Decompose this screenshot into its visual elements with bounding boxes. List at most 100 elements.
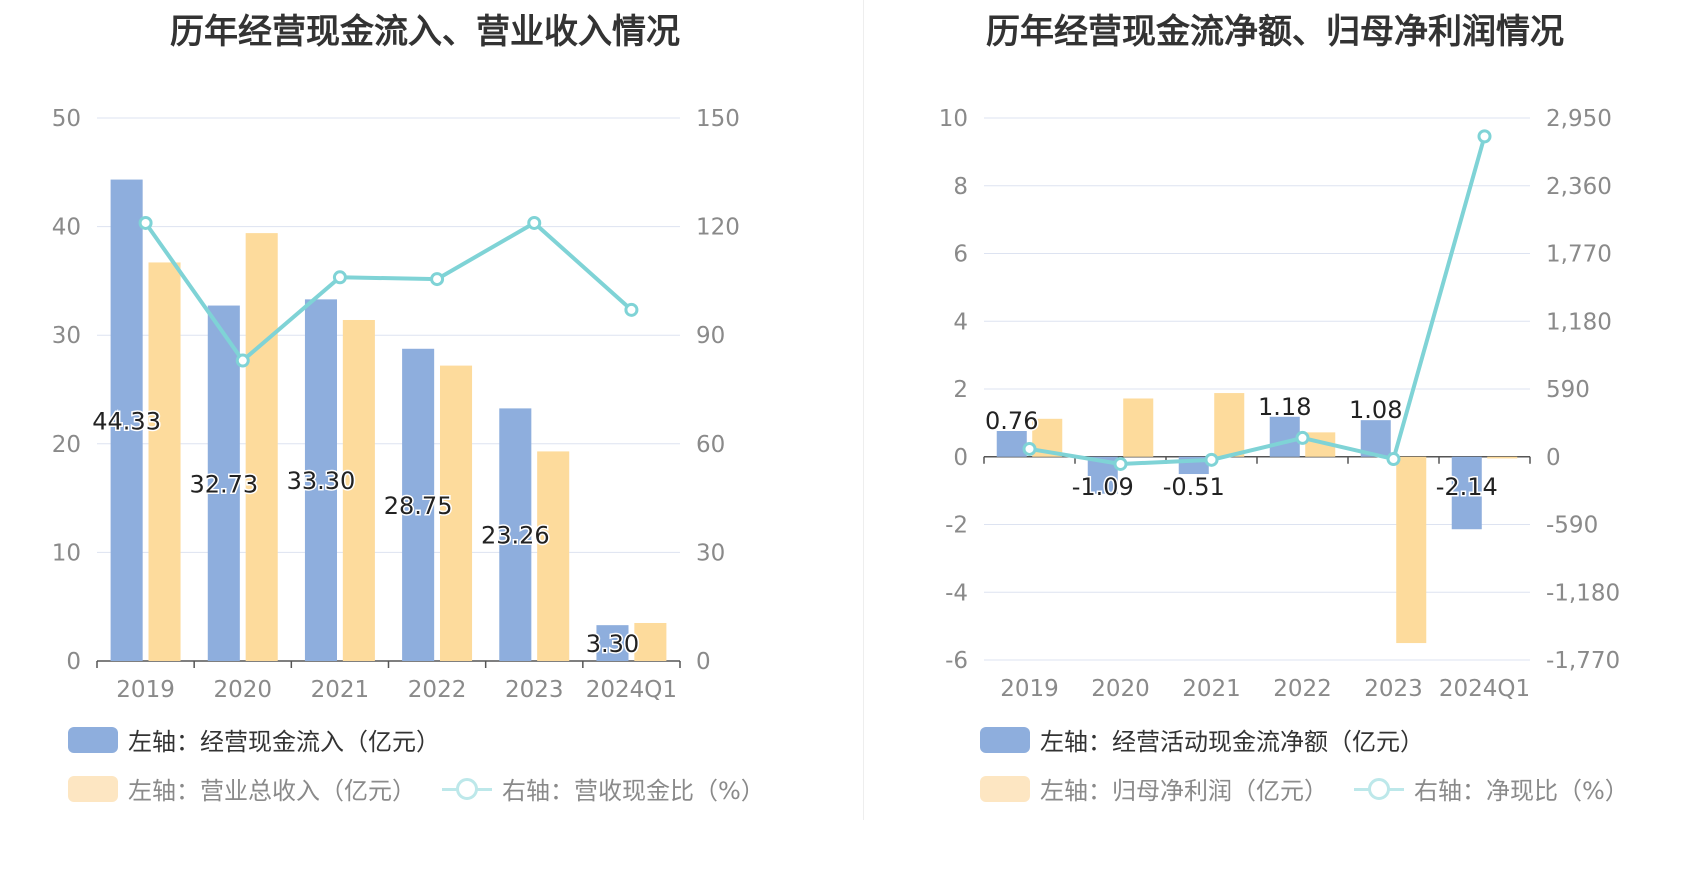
- bar-value-label: 33.30: [287, 467, 356, 495]
- legend-line-marker-icon: [1354, 776, 1404, 802]
- bar-orange: [439, 365, 473, 661]
- legend-swatch-blue: [980, 726, 1030, 753]
- legend-item-cash-inflow[interactable]: 左轴：经营现金流入（亿元）: [68, 722, 440, 757]
- legend-line-marker-icon: [442, 776, 492, 802]
- bar-orange: [1123, 398, 1154, 457]
- legend-item-revenue[interactable]: 左轴：营业总收入（亿元）: [68, 771, 416, 806]
- chart-plot-area: 0 0 10 30 20 60 30 90 40 120 50 150 2019 2020 2021 2022…: [52, 106, 740, 703]
- ratio-point: [430, 272, 445, 287]
- legend-item-cash-ratio[interactable]: 右轴：营收现金比（%）: [442, 771, 765, 806]
- bar-value-label: 0.76: [985, 407, 1038, 435]
- bar-blue: [499, 408, 532, 661]
- ratio-point: [332, 270, 347, 285]
- chart-plot-area: -6 -1,770 -4 -1,180 -2 -590 0 0 2 590 4 1,180 6 1,770…: [939, 106, 1620, 702]
- bar-value-label: -1.09: [1072, 473, 1134, 501]
- ratio-line: [1029, 135, 1487, 466]
- legend-label: 左轴：经营现金流入（亿元）: [128, 728, 440, 756]
- ratio-point: [1295, 430, 1310, 445]
- x-tick-label: 2022: [1273, 676, 1332, 702]
- legend-item-net-cash-ratio[interactable]: 右轴：净现比（%）: [1354, 771, 1629, 806]
- ratio-point: [1022, 441, 1037, 456]
- chart-left: 历年经营现金流入、营业收入情况 0 0 10 30 20 60 30 90 40 120 50 150…: [52, 12, 791, 806]
- y-right-tick-label: 30: [696, 540, 725, 566]
- y-right-tick-label: 2,360: [1546, 174, 1612, 200]
- y-right-tick-label: 0: [1546, 445, 1561, 471]
- bar-blue: [996, 431, 1027, 457]
- legend-row-1: 左轴：经营活动现金流净额（亿元）: [980, 722, 1450, 757]
- x-tick-label: 2020: [213, 677, 272, 703]
- bar-blue: [110, 179, 143, 661]
- y-right-tick-label: 150: [696, 106, 740, 132]
- y-left-tick-label: -6: [945, 648, 968, 674]
- legend-item-net-profit[interactable]: 左轴：归母净利润（亿元）: [980, 771, 1328, 806]
- x-tick-label: 2021: [311, 677, 370, 703]
- y-left-tick-label: 50: [52, 106, 81, 132]
- legend-row-2: 左轴：营业总收入（亿元） 右轴：营收现金比（%）: [68, 771, 791, 806]
- y-left-tick-label: 40: [52, 215, 81, 241]
- legend-row-1: 左轴：经营现金流入（亿元）: [68, 722, 466, 757]
- x-tick-label: 2023: [1364, 676, 1423, 702]
- x-tick-label: 2019: [1000, 676, 1059, 702]
- y-left-tick-label: 20: [52, 432, 81, 458]
- y-right-tick-label: 590: [1546, 377, 1590, 403]
- bar-orange: [148, 262, 181, 661]
- ratio-point: [527, 215, 542, 230]
- chart-right: 历年经营现金流净额、归母净利润情况 -6 -1,770 -4 -1,180 -2 -590…: [850, 0, 1700, 874]
- bar-orange: [537, 451, 570, 661]
- bar-orange: [245, 233, 278, 661]
- bar-value-label: 32.73: [189, 470, 258, 498]
- legend-label: 右轴：净现比（%）: [1414, 777, 1629, 805]
- ratio-point: [1113, 456, 1128, 471]
- ratio-point: [1386, 452, 1401, 467]
- legend-label: 左轴：经营活动现金流净额（亿元）: [1040, 728, 1424, 756]
- ratio-point: [1477, 129, 1492, 144]
- x-tick-label: 2024Q1: [586, 677, 677, 703]
- bar-orange: [1487, 456, 1518, 459]
- y-left-tick-label: 6: [953, 242, 968, 268]
- bar-blue: [304, 299, 338, 661]
- x-tick-label: 2023: [505, 677, 564, 703]
- y-left-tick-label: 8: [953, 174, 968, 200]
- y-right-tick-label: 90: [696, 323, 725, 349]
- bar-blue: [1269, 416, 1300, 457]
- y-right-tick-label: 0: [696, 649, 711, 675]
- x-tick-label: 2019: [116, 677, 175, 703]
- ratio-point: [138, 215, 153, 230]
- chart-title: 历年经营现金流入、营业收入情况: [170, 12, 680, 52]
- x-tick-label: 2020: [1091, 676, 1150, 702]
- y-left-tick-label: 30: [52, 323, 81, 349]
- bar-value-label: 1.08: [1349, 396, 1402, 424]
- panel-divider: [863, 0, 864, 820]
- bar-value-label: -2.14: [1436, 473, 1498, 501]
- y-left-tick-label: 2: [953, 377, 968, 403]
- legend-label: 右轴：营收现金比（%）: [502, 777, 765, 805]
- y-right-tick-label: -1,180: [1546, 580, 1620, 606]
- bar-blue: [207, 305, 240, 661]
- ratio-point: [235, 353, 250, 368]
- bar-blue: [1451, 456, 1482, 530]
- y-right-tick-label: 1,770: [1546, 242, 1612, 268]
- bar-orange: [1214, 393, 1245, 457]
- legend-swatch-orange: [68, 775, 118, 802]
- legend-row-2: 左轴：归母净利润（亿元） 右轴：净现比（%）: [980, 771, 1655, 806]
- ratio-line: [143, 220, 633, 364]
- y-left-tick-label: -2: [945, 513, 968, 539]
- legend-item-net-cashflow[interactable]: 左轴：经营活动现金流净额（亿元）: [980, 722, 1424, 757]
- bar-value-label: 3.30: [586, 630, 639, 658]
- y-right-tick-label: 60: [696, 432, 725, 458]
- y-left-tick-label: 4: [953, 309, 968, 335]
- y-right-tick-label: -1,770: [1546, 648, 1620, 674]
- legend-swatch-blue: [68, 726, 118, 753]
- y-left-tick-label: 10: [52, 540, 81, 566]
- y-left-tick-label: 0: [953, 445, 968, 471]
- y-right-tick-label: 120: [696, 215, 740, 241]
- legend-swatch-orange: [980, 775, 1030, 802]
- x-tick-label: 2021: [1182, 676, 1241, 702]
- bar-orange: [342, 319, 375, 661]
- x-tick-label: 2024Q1: [1439, 676, 1530, 702]
- x-tick-label: 2022: [408, 677, 467, 703]
- bar-value-label: 28.75: [384, 492, 453, 520]
- y-left-tick-label: 10: [939, 106, 968, 132]
- y-right-tick-label: -590: [1546, 513, 1598, 539]
- bar-value-label: 44.33: [92, 407, 161, 435]
